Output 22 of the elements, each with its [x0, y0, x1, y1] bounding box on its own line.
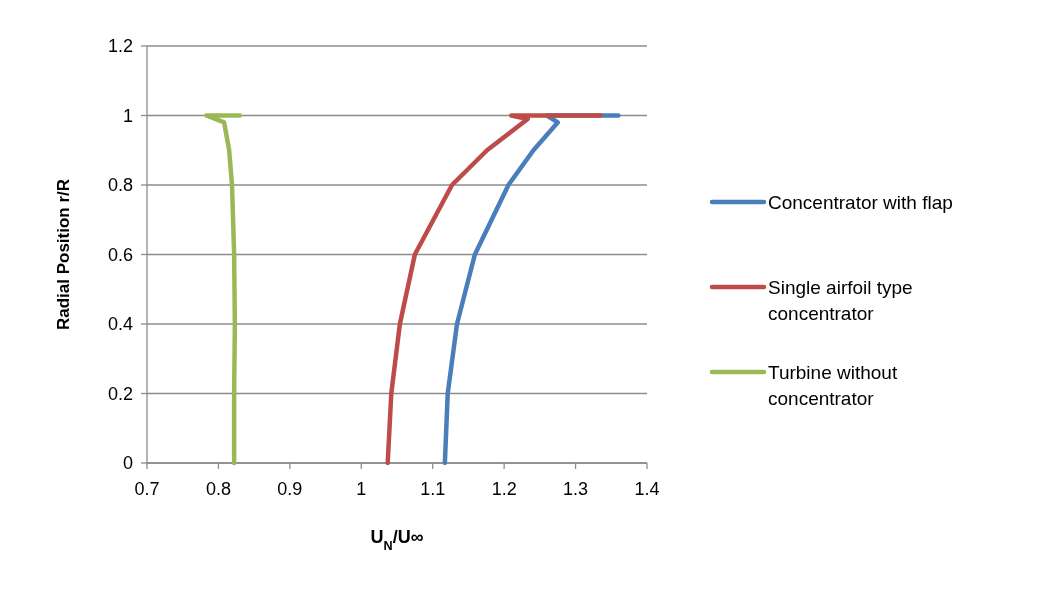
x-axis-title: U$_{N}$/U∞	[370, 527, 424, 553]
x-tick-label: 1.3	[563, 479, 589, 499]
legend-label: Concentrator with flap	[768, 191, 953, 213]
line-series	[204, 113, 243, 466]
y-tick-label: 0.2	[107, 383, 133, 404]
legend-label: Turbine without concentrator	[768, 361, 898, 410]
y-tick-label: 1	[122, 105, 133, 126]
legend-label: Single airfoil type concentrator	[768, 276, 913, 325]
x-tick-label: 0.8	[205, 479, 231, 499]
x-tick-label: 1.4	[634, 479, 660, 499]
x-tick-label: 0.7	[134, 479, 160, 499]
x-tick-label: 1.2	[491, 479, 517, 499]
y-tick-label: 0.8	[107, 175, 133, 196]
line-series	[385, 113, 603, 466]
y-tick-label: 0.6	[107, 244, 133, 265]
y-axis-title: Radial Position r/R	[54, 178, 73, 331]
y-tick-label: 1.2	[107, 36, 133, 57]
x-tick-label: 0.9	[277, 479, 303, 499]
y-tick-label: 0.4	[107, 314, 133, 335]
y-tick-label: 0	[122, 453, 133, 474]
x-tick-label: 1.1	[420, 479, 446, 499]
x-tick-label: 1	[356, 479, 367, 499]
